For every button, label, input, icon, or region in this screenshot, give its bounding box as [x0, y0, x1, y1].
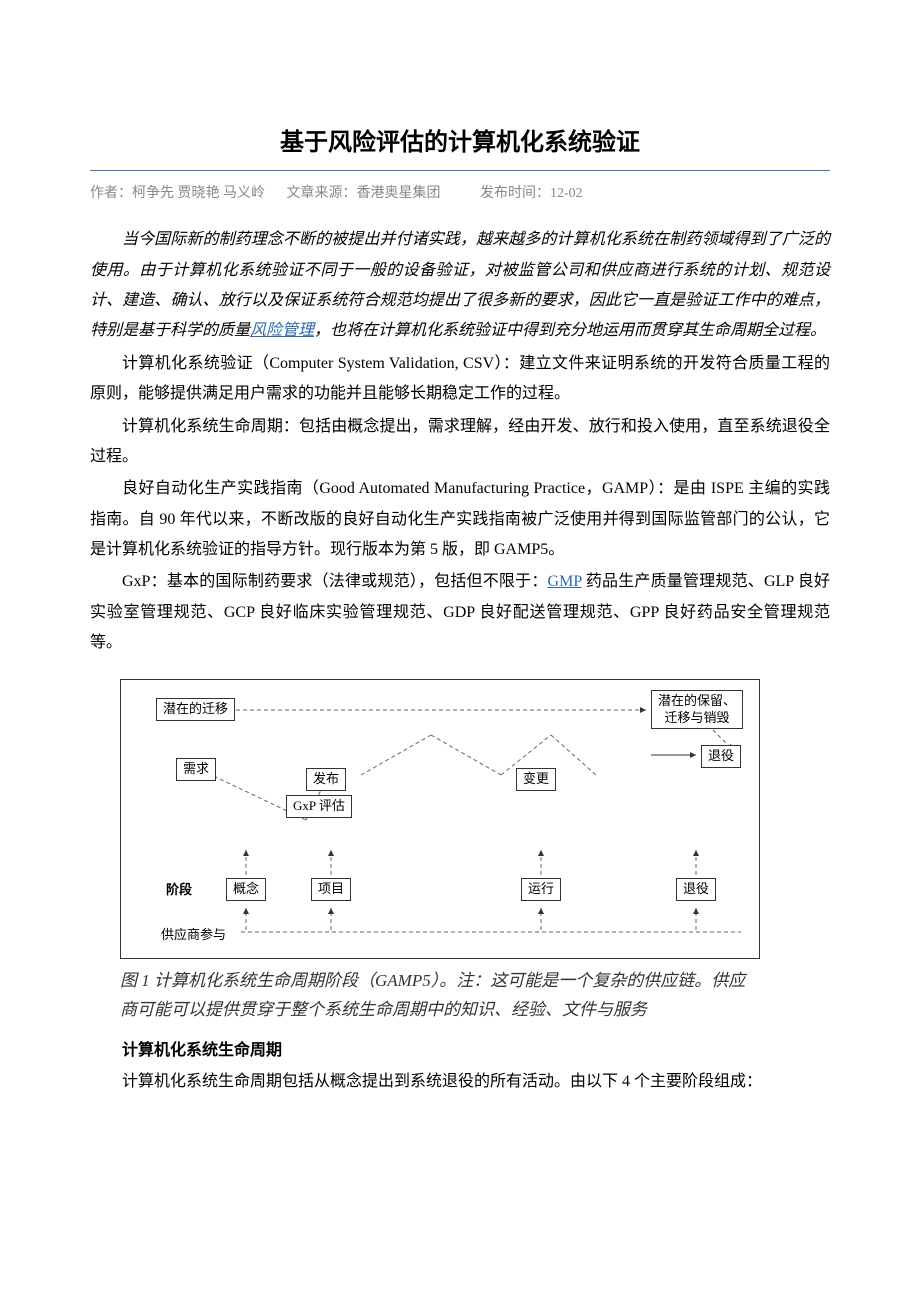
row-label-supplier: 供应商参与 [161, 923, 226, 948]
node-gxp: GxP 评估 [286, 795, 352, 818]
diagram-caption: 图 1 计算机化系统生命周期阶段（GAMP5）。注：这可能是一个复杂的供应链。供… [120, 967, 760, 1025]
authors: 柯争先 贾晓艳 马义岭 [132, 186, 265, 201]
lifecycle-intro: 计算机化系统生命周期包括从概念提出到系统退役的所有活动。由以下 4 个主要阶段组… [90, 1067, 830, 1097]
node-potential-migration: 潜在的迁移 [156, 698, 235, 721]
intro-text-b: ，也将在计算机化系统验证中得到充分地运用而贯穿其生命周期全过程。 [314, 322, 826, 339]
node-requirement: 需求 [176, 758, 216, 781]
node-retire-2: 退役 [676, 878, 716, 901]
lifecycle-diagram: 潜在的迁移 潜在的保留、 迁移与销毁 需求 发布 GxP 评估 变更 退役 阶段… [120, 679, 760, 959]
time: 12-02 [550, 186, 583, 201]
node-change: 变更 [516, 768, 556, 791]
source-label: 文章来源： [287, 186, 357, 201]
title-underline [90, 170, 830, 171]
section-lifecycle-head: 计算机化系统生命周期 [90, 1036, 830, 1066]
gxp-text-a: GxP：基本的国际制药要求（法律或规范），包括但不限于： [122, 573, 548, 590]
meta-line: 作者：柯争先 贾晓艳 马义岭 文章来源：香港奥星集团 发布时间：12-02 [90, 181, 830, 208]
page-title: 基于风险评估的计算机化系统验证 [90, 120, 830, 166]
author-label: 作者： [90, 186, 132, 201]
intro-paragraph: 当今国际新的制药理念不断的被提出并付诸实践，越来越多的计算机化系统在制药领域得到… [90, 225, 830, 347]
source: 香港奥星集团 [357, 186, 441, 201]
gxp-definition: GxP：基本的国际制药要求（法律或规范），包括但不限于：GMP 药品生产质量管理… [90, 567, 830, 658]
node-project: 项目 [311, 878, 351, 901]
node-potential-retain: 潜在的保留、 迁移与销毁 [651, 690, 743, 730]
row-label-phase: 阶段 [166, 878, 192, 903]
risk-management-link[interactable]: 风险管理 [250, 322, 314, 339]
gamp-definition: 良好自动化生产实践指南（Good Automated Manufacturing… [90, 474, 830, 565]
node-concept: 概念 [226, 878, 266, 901]
node-release: 发布 [306, 768, 346, 791]
csv-definition: 计算机化系统验证（Computer System Validation, CSV… [90, 349, 830, 410]
time-label: 发布时间： [480, 186, 550, 201]
node-operation: 运行 [521, 878, 561, 901]
diagram-container: 潜在的迁移 潜在的保留、 迁移与销毁 需求 发布 GxP 评估 变更 退役 阶段… [120, 679, 830, 1025]
gmp-link[interactable]: GMP [548, 573, 582, 590]
node-retire-1: 退役 [701, 745, 741, 768]
lifecycle-definition: 计算机化系统生命周期：包括由概念提出，需求理解，经由开发、放行和投入使用，直至系… [90, 412, 830, 473]
